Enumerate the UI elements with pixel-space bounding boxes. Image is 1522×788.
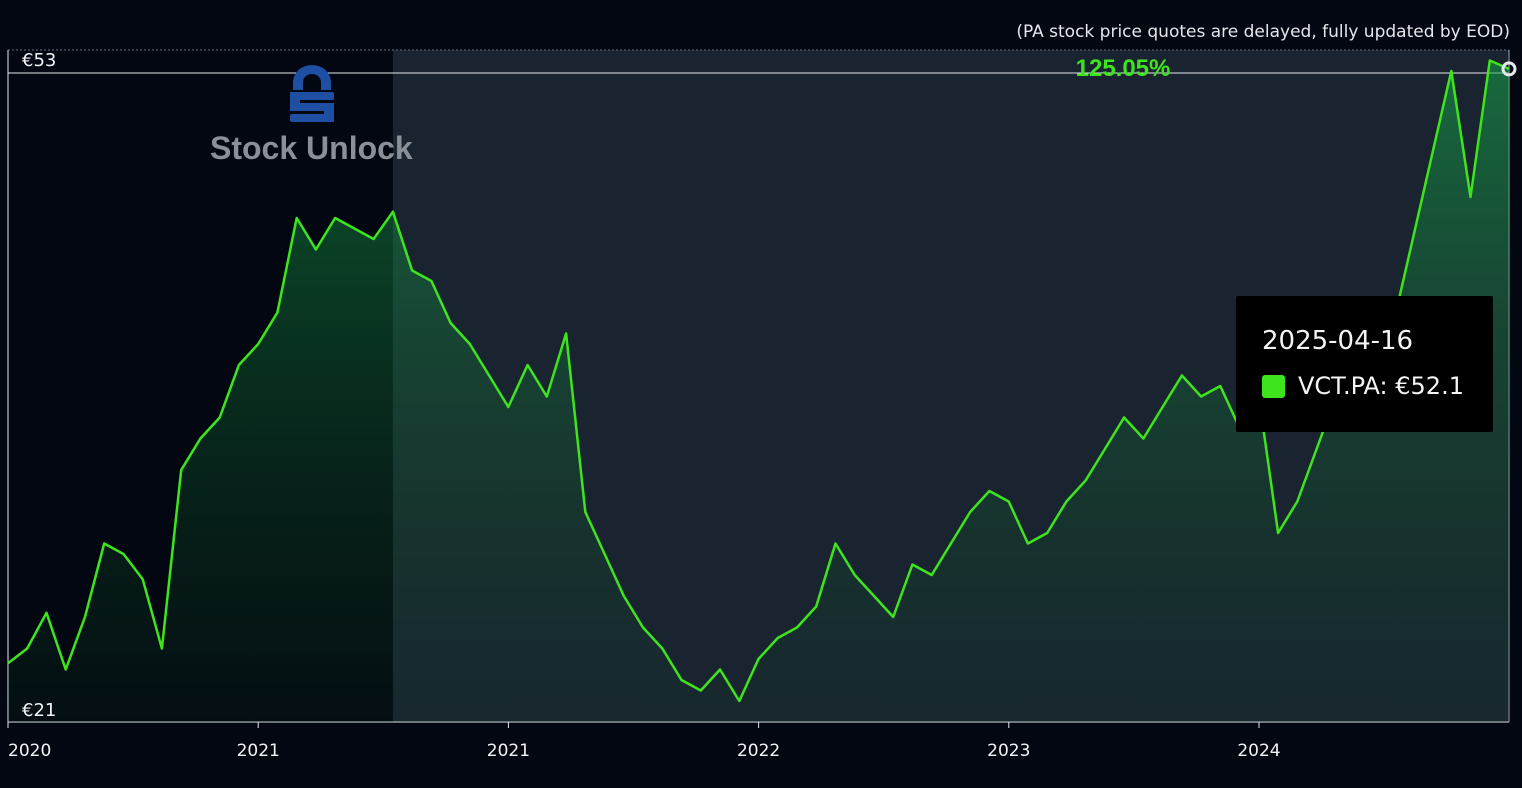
stock-unlock-lock-icon [290, 65, 334, 122]
return-label: 125.05% [1076, 55, 1171, 82]
brand-name: Stock Unlock [210, 130, 413, 166]
delay-notice: (PA stock price quotes are delayed, full… [1016, 22, 1510, 42]
y-label-top: €53 [22, 50, 56, 71]
x-tick-label: 2020 [8, 741, 51, 761]
series-color-swatch [1262, 374, 1285, 398]
x-axis-ticks: 2020 2021 2021 2022 2023 2024 [7, 722, 1281, 761]
tooltip-date: 2025-04-16 [1262, 326, 1414, 356]
tooltip-series-value: VCT.PA: €52.1 [1298, 372, 1464, 400]
x-tick-label: 2022 [737, 741, 780, 761]
tooltip-series-row: VCT.PA: €52.1 [1262, 372, 1464, 400]
x-tick-label: 2021 [237, 741, 280, 761]
x-tick-label: 2024 [1237, 741, 1280, 761]
last-point-marker[interactable] [1501, 61, 1517, 77]
x-tick-label: 2023 [987, 741, 1030, 761]
stock-unlock-logo: Stock Unlock [210, 64, 414, 166]
x-tick-label: 2021 [487, 741, 530, 761]
hover-tooltip: 2025-04-16 VCT.PA: €52.1 [1236, 296, 1493, 432]
y-label-bottom: €21 [22, 700, 56, 721]
